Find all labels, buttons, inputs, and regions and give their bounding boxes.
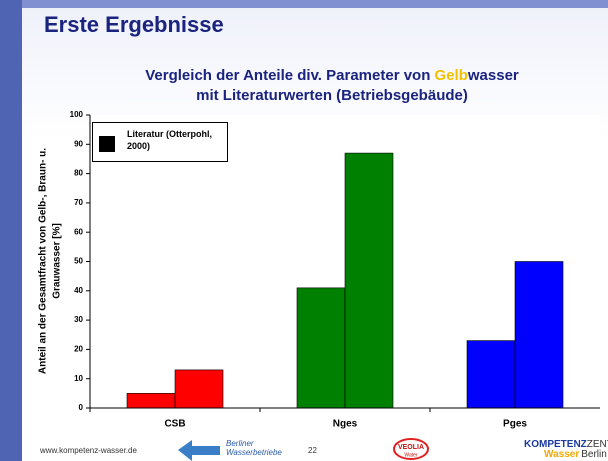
y-tick-label: 90 [74, 139, 83, 148]
kompetenz-text: Wasser Berlin [544, 449, 607, 460]
bar [466, 340, 516, 409]
kompetenz-text: KOMPETENZZENTRUM [524, 439, 608, 450]
veolia-logo [393, 438, 429, 460]
page-number: 22 [308, 446, 317, 455]
chart-title-line2: mit Literaturwerten (Betriebsgebäude) [196, 87, 468, 104]
y-tick-label: 10 [74, 374, 83, 383]
y-tick-label: 40 [74, 286, 83, 295]
footer-url: www.kompetenz-wasser.de [39, 446, 137, 455]
y-tick-label: 70 [74, 198, 83, 207]
legend-swatch [99, 136, 115, 152]
footer-bg [22, 436, 608, 461]
y-tick-label: 100 [70, 110, 84, 119]
x-tick-label: Pges [503, 419, 527, 430]
y-axis-label: Anteil an der Gesamtfracht von Gelb-, Br… [38, 148, 49, 374]
veolia-text: VEOLIA [398, 444, 424, 451]
chart-title: Vergleich der Anteile div. Parameter von… [145, 67, 519, 84]
bar [126, 393, 176, 409]
bar [344, 152, 394, 409]
x-tick-label: Nges [333, 419, 358, 430]
y-axis-label: Grauwasser [%] [52, 223, 63, 299]
legend-label: Literatur (Otterpohl, 2000) [127, 129, 212, 151]
veolia-text: Water [404, 452, 417, 458]
bar [296, 287, 346, 409]
bwb-logo [178, 440, 220, 461]
y-tick-label: 0 [79, 403, 84, 412]
y-tick-label: 80 [74, 169, 83, 178]
y-tick-label: 20 [74, 345, 83, 354]
slide-title: Erste Ergebnisse [44, 12, 224, 37]
bar [514, 261, 564, 409]
legend: Literatur (Otterpohl, 2000) [92, 122, 228, 162]
bar [174, 369, 224, 409]
y-tick-label: 50 [74, 257, 83, 266]
bwb-text: Wasserbetriebe [226, 448, 282, 457]
left-strip [0, 0, 22, 461]
plot: 0 10 20 30 40 50 60 70 80 90 100 CSB Nges Pges [70, 110, 600, 430]
y-tick-label: 60 [74, 227, 83, 236]
bwb-text: Berliner [226, 439, 254, 448]
x-tick-label: CSB [164, 419, 185, 430]
top-strip [22, 0, 608, 8]
y-tick-label: 30 [74, 315, 83, 324]
